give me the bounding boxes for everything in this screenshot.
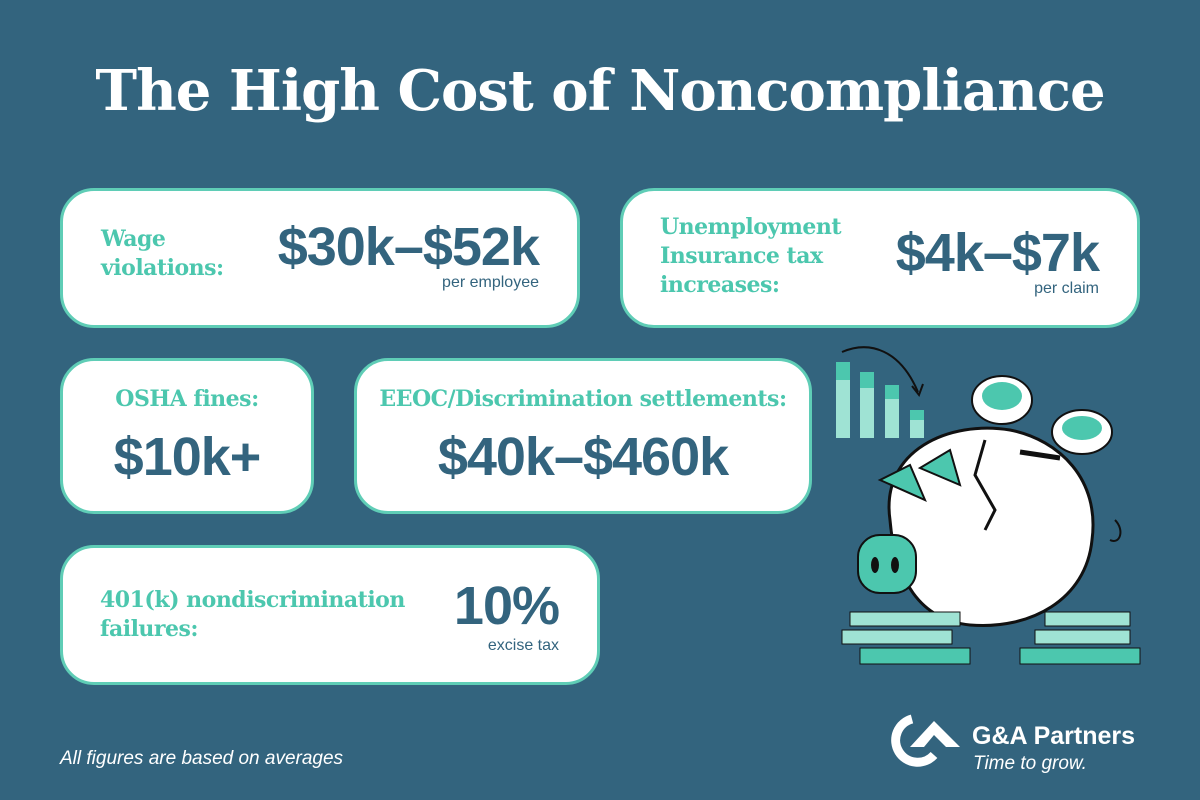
card-value: $40k–$460k: [437, 427, 729, 487]
logo-tagline: Time to grow.: [973, 753, 1087, 774]
card-label: OSHA fines:: [115, 386, 259, 412]
card-label: Unemployment: [660, 214, 842, 240]
card-label: EEOC/Discrimination settlements:: [379, 386, 787, 412]
ga-partners-logo-icon: [891, 714, 960, 767]
card-unemployment-insurance: Unemployment Insurance tax increases: $4…: [620, 188, 1140, 328]
card-osha-fines: OSHA fines: $10k+: [60, 358, 314, 514]
piggy-bank-illustration: [836, 346, 1141, 665]
logo-name: G&A Partners: [972, 722, 1136, 750]
footnote: All figures are based on averages: [60, 748, 344, 769]
card-unit: per employee: [442, 274, 539, 291]
card-value: $10k+: [113, 427, 262, 487]
card-value: 10%: [453, 576, 560, 636]
card-value: $4k–$7k: [895, 223, 1100, 283]
card-401k-failures: 401(k) nondiscrimination failures: 10% e…: [60, 545, 600, 685]
card-label: Insurance tax: [660, 243, 823, 269]
card-label: Wage: [101, 226, 166, 252]
card-eeoc-settlements: EEOC/Discrimination settlements: $40k–$4…: [354, 358, 812, 514]
page-title: The High Cost of Noncompliance: [95, 58, 1105, 124]
card-unit: per claim: [1034, 280, 1099, 297]
card-wage-violations: Wage violations: $30k–$52k per employee: [60, 188, 580, 328]
card-label: increases:: [660, 272, 780, 298]
piggy-bank-icon: [857, 426, 1122, 628]
card-label: violations:: [101, 255, 224, 281]
card-value: $30k–$52k: [277, 217, 540, 277]
card-label: failures:: [100, 616, 199, 642]
cash-stack-icon: [841, 611, 1141, 665]
declining-bar-chart-icon: [836, 346, 924, 438]
coin-icon: [971, 375, 1113, 455]
card-label: 401(k) nondiscrimination: [100, 587, 405, 613]
card-unit: excise tax: [487, 637, 559, 654]
